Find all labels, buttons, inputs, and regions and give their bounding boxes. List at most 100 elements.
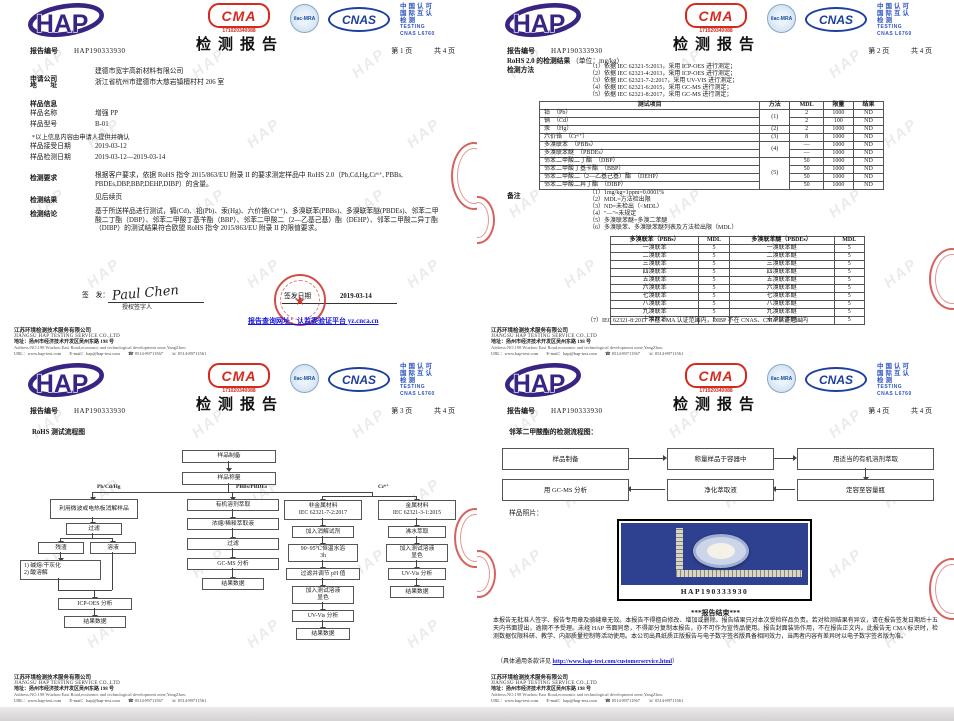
footer-address-en: Address:NO.198 Wuzhou East Road,economic…: [14, 692, 186, 697]
accreditation-line: 国际互认: [877, 370, 911, 377]
hap-watermark: HAP: [243, 615, 284, 652]
flow-arrow: [319, 496, 326, 503]
test-result-text: 见后续页: [95, 194, 123, 201]
svg-text:HAP: HAP: [36, 370, 89, 398]
flow-step: 结果数据: [390, 586, 444, 598]
flow-arrow: [413, 536, 420, 547]
sample-photo-image: [621, 523, 808, 585]
table-row: 八溴联苯 5 八溴联苯醚 5: [609, 300, 865, 309]
mdl-cell: 50: [789, 165, 824, 174]
cnas-label: CNAS: [818, 372, 853, 387]
footer-fax: 0514-89711561: [654, 350, 684, 356]
fax-icon: ☏: [171, 350, 177, 356]
report-query-link[interactable]: 报告查询网址：认监委验证平台 yz.cnca.cn: [248, 317, 379, 325]
table-cell: 5: [698, 268, 730, 277]
flow-arrow: [319, 560, 326, 571]
applicant-label: 申请公司: [30, 76, 58, 83]
total-pages: 共 4 页: [911, 47, 932, 55]
address-value: 浙江省杭州市建德市大慈岩镇檀村村 206 室: [95, 79, 225, 86]
footer-email[interactable]: hap@hap-test.com: [563, 697, 597, 703]
applicant-value: 建德市宽宇高新材料有限公司: [95, 68, 184, 75]
table-row: 七溴联苯 5 七溴联苯醚 5: [609, 292, 865, 301]
seam-stamp: [451, 142, 477, 210]
limit-cell: 1000: [822, 149, 854, 158]
item-cell: 邻苯二甲酸二丁酯 （DBP）: [538, 157, 761, 166]
table-cell: 一溴联苯醚: [728, 244, 835, 253]
flow-arrow: [319, 536, 326, 547]
hap-logo: HAP: [503, 363, 583, 406]
footer-email[interactable]: hap@hap-test.com: [86, 697, 120, 703]
accreditation-line: 检测: [877, 17, 894, 24]
terms-link[interactable]: http://www.hap-test.com/customerservice.…: [552, 659, 672, 665]
flow-step: 用适当的有机溶剂萃取: [797, 448, 934, 470]
flow-step: 结果数据: [202, 578, 264, 590]
table-cell: 5: [833, 292, 865, 301]
note-item: （1）1mg/kg=1ppm=0.0001%: [589, 190, 665, 196]
disclaimer-text: 本报告无批准人签字、报告专用章及骑缝章无效。本报告不得擅自修改、增加或删除。报告…: [493, 618, 938, 640]
report-number-label: 报告编号: [30, 407, 58, 415]
table-row: 邻苯二甲酸二异丁酯 （DIBP） 50 1000 ND: [538, 181, 885, 190]
notes-list: （1）1mg/kg=1ppm=0.0001% （2）MDL=方法检出限 （3）N…: [589, 190, 737, 232]
accreditation-line: 中国认可: [400, 363, 434, 370]
accreditation-line: TESTING: [877, 384, 903, 390]
flow-step: 样品称量: [182, 472, 276, 485]
flow-arrow: [862, 468, 869, 481]
flow-arrow: [109, 538, 116, 545]
page-footer: 江苏环境检测技术服务有限公司 JIANGSU HAP TESTING SERVI…: [0, 328, 477, 361]
table-cell: 5: [698, 260, 730, 269]
result-cell: ND: [852, 149, 885, 158]
phone-icon: ☎: [604, 350, 611, 356]
cnas-icon: CNAS: [328, 7, 390, 32]
accreditation-line: CNAS L6760: [877, 31, 912, 37]
note-item: （3）ND=未检出（<MDL）: [589, 204, 663, 210]
note-item: （6）多溴联苯、多溴联苯醚列表及方法检出限（MDL）: [589, 225, 738, 231]
footer-email[interactable]: hap@hap-test.com: [563, 350, 597, 356]
flow-arrow: [319, 602, 326, 613]
footer-contact-line: URL：www.hap-test.com E-mail：hap@hap-test…: [491, 698, 954, 704]
footer-url[interactable]: www.hap-test.com: [504, 697, 539, 703]
url-label: URL：: [14, 350, 28, 356]
column-header: 方法: [759, 101, 791, 110]
flow-arrow: [319, 518, 326, 529]
flow-step: 样品制备: [182, 450, 276, 463]
footer-address-cn: 地址：扬州市经济技术开发区吴州东路 198 号: [491, 686, 592, 692]
result-cell: ND: [852, 165, 885, 174]
table-cell: 七溴联苯醚: [728, 292, 835, 301]
cma-icon: CMA: [685, 3, 747, 28]
page-indicator: 第 3 页 共 4 页: [391, 406, 455, 416]
mdl-cell: —: [789, 149, 824, 158]
cnas-icon: CNAS: [805, 7, 867, 32]
page-indicator: 第 2 页 共 4 页: [868, 46, 932, 56]
footer-fax: 0514-89711561: [177, 350, 207, 356]
footer-address-en: Address:NO.198 Wuzhou East Road,economic…: [491, 692, 663, 697]
accreditation-line: 中国认可: [400, 3, 434, 10]
column-header: MDL: [698, 236, 730, 245]
report-end-marker: ***报告结束***: [691, 609, 740, 617]
footer-url[interactable]: www.hap-test.com: [504, 350, 539, 356]
flow-arrow: [774, 455, 797, 461]
footer-url[interactable]: www.hap-test.com: [27, 697, 62, 703]
flow-arrow: [627, 486, 665, 492]
flow-step: 90~95℃恒温水浴 3h: [288, 544, 358, 562]
table-row: 三溴联苯 5 三溴联苯醚 5: [609, 260, 865, 269]
mdl-cell: 2: [789, 125, 824, 134]
footer-url[interactable]: www.hap-test.com: [27, 350, 62, 356]
footer-fax: 0514-89711561: [654, 697, 684, 703]
flow-step: 残渣: [38, 542, 84, 554]
flow-step: 溶液: [90, 542, 136, 554]
phone-icon: ☎: [127, 697, 134, 703]
note-item: （5）多溴联苯醚=多溴二苯醚: [589, 218, 668, 224]
url-label: URL：: [14, 697, 28, 703]
flow-line: [58, 590, 112, 591]
flow-step: 结果数据: [64, 616, 126, 628]
item-cell: 邻苯二甲酸二（2—乙基己基）酯 （DEHP）: [538, 173, 761, 182]
footer-email[interactable]: hap@hap-test.com: [86, 350, 120, 356]
cma-icon: CMA: [208, 363, 270, 388]
table-row: 邻苯二甲酸丁基苄酯 （BBP） 50 1000 ND: [538, 165, 885, 174]
test-date-value: 2019-03-12—2019-03-14: [95, 154, 166, 161]
test-requirement-text: 根据客户要求，依据 RoHS 指令 2015/863/EU 附录 II 的要求测…: [95, 172, 403, 188]
limit-cell: 1000: [822, 173, 854, 182]
phone-icon: ☎: [127, 350, 134, 356]
notes-label: 备注: [507, 193, 521, 200]
